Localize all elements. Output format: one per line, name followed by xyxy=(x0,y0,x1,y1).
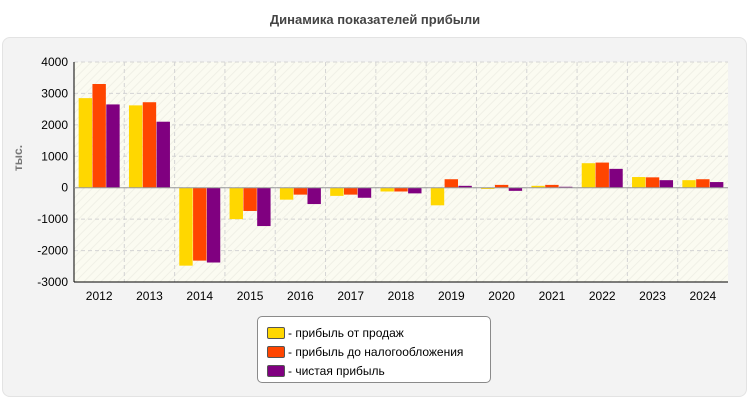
bar-1-2024 xyxy=(682,180,696,188)
y-tick-label: -2000 xyxy=(37,244,68,258)
y-tick-label: 3000 xyxy=(41,86,68,100)
bar-1-2016 xyxy=(279,187,294,200)
x-tick-label: 2013 xyxy=(136,289,163,303)
y-tick-label: -1000 xyxy=(37,212,68,226)
y-axis-label: тыс. xyxy=(11,145,25,171)
bar-3-2020 xyxy=(508,187,523,191)
bar-3-2015 xyxy=(257,187,271,227)
tick-labels: -3000 -2000 -1000 0 1000 2000 3000 4000 2012 2013… xyxy=(37,55,716,303)
bar-2-2013 xyxy=(142,102,157,188)
bar-3-2013 xyxy=(156,121,170,188)
x-tick-label: 2015 xyxy=(237,289,264,303)
x-tick-label: 2019 xyxy=(438,289,465,303)
legend-item-pretax-profit: - прибыль до налогообложения xyxy=(267,342,490,361)
bar-3-2016 xyxy=(307,187,321,205)
bar-3-2017 xyxy=(357,187,372,198)
y-tick-label: 4000 xyxy=(41,55,68,69)
x-tick-label: 2016 xyxy=(287,289,314,303)
bar-2-2023 xyxy=(645,177,660,188)
legend-swatch-net-profit xyxy=(267,364,285,377)
legend-item-sales-profit: - прибыль от продаж xyxy=(267,323,490,342)
bar-2-2016 xyxy=(293,187,308,195)
bar-1-2020 xyxy=(481,187,495,189)
bar-2-2012 xyxy=(92,84,106,188)
bar-1-2017 xyxy=(330,187,344,196)
bar-2-2021 xyxy=(545,184,559,188)
bar-2-2018 xyxy=(394,187,408,192)
x-tick-label: 2012 xyxy=(86,289,113,303)
legend: - прибыль от продаж - прибыль до налогоо… xyxy=(257,316,491,383)
bar-3-2022 xyxy=(609,168,623,188)
axes xyxy=(73,62,728,283)
x-tick-label: 2023 xyxy=(639,289,666,303)
x-tick-label: 2024 xyxy=(689,289,716,303)
x-tick-label: 2014 xyxy=(186,289,213,303)
y-tick-label: 1000 xyxy=(41,149,68,163)
bar-3-2012 xyxy=(106,104,120,188)
legend-label-sales-profit: - прибыль от продаж xyxy=(288,325,404,340)
bar-2-2015 xyxy=(243,187,257,211)
bar-2-2022 xyxy=(595,162,609,188)
plot-area-background xyxy=(74,62,728,282)
legend-label-pretax-profit: - прибыль до налогообложения xyxy=(288,344,464,359)
bar-3-2014 xyxy=(206,187,221,263)
bar-2-2024 xyxy=(696,179,710,188)
bar-2-2014 xyxy=(193,187,207,261)
bar-2-2020 xyxy=(494,184,509,188)
bar-3-2023 xyxy=(659,180,674,188)
bar-1-2018 xyxy=(380,187,394,192)
x-tick-label: 2022 xyxy=(589,289,616,303)
x-tick-label: 2020 xyxy=(488,289,515,303)
bar-1-2019 xyxy=(430,187,445,206)
x-tick-label: 2017 xyxy=(337,289,364,303)
bar-1-2022 xyxy=(581,163,596,188)
legend-swatch-pretax-profit xyxy=(267,345,285,358)
bar-1-2023 xyxy=(632,177,646,188)
chart-title: Динамика показателей прибыли xyxy=(269,12,481,27)
legend-swatch-sales-profit xyxy=(267,326,285,339)
legend-item-net-profit: - чистая прибыль xyxy=(267,361,490,380)
bar-3-2024 xyxy=(709,182,724,188)
x-tick-label: 2021 xyxy=(539,289,566,303)
bar-1-2015 xyxy=(229,187,243,220)
legend-label-net-profit: - чистая прибыль xyxy=(288,363,385,378)
x-tick-label: 2018 xyxy=(388,289,415,303)
bar-1-2012 xyxy=(78,98,93,188)
bar-2-2017 xyxy=(343,187,358,195)
y-tick-label: -3000 xyxy=(37,275,68,289)
y-tick-label: 2000 xyxy=(41,118,68,132)
bar-3-2018 xyxy=(408,187,422,194)
bar-2-2019 xyxy=(444,179,459,188)
bar-1-2021 xyxy=(531,185,545,188)
bar-3-2019 xyxy=(458,185,472,188)
y-tick-label: 0 xyxy=(61,181,68,195)
bars xyxy=(78,84,724,266)
bar-1-2013 xyxy=(128,105,143,188)
bar-1-2014 xyxy=(179,187,193,266)
